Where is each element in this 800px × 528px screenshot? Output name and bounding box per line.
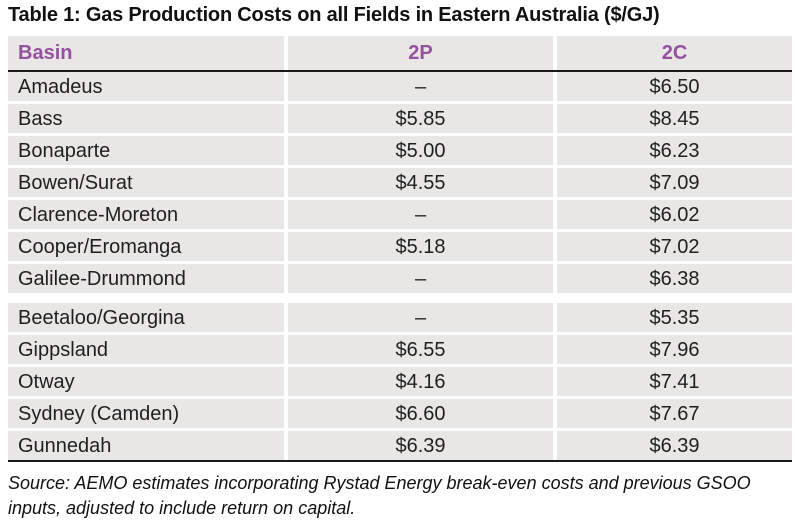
cell-2p: –	[288, 264, 553, 293]
cell-2p: $6.39	[288, 431, 553, 460]
cell-2c: $7.02	[557, 232, 792, 261]
cell-2c: $7.09	[557, 168, 792, 197]
cell-2c: $6.02	[557, 200, 792, 229]
cell-2c: $5.35	[557, 303, 792, 332]
table-row: Otway $4.16 $7.41	[8, 367, 792, 396]
cell-basin: Gippsland	[8, 335, 284, 364]
cell-2c: $6.39	[557, 431, 792, 460]
cell-basin: Bowen/Surat	[8, 168, 284, 197]
column-header-basin: Basin	[8, 36, 284, 70]
source-note-line-2: inputs, adjusted to include return on ca…	[8, 498, 356, 518]
cell-2c: $7.41	[557, 367, 792, 396]
cell-2c: $8.45	[557, 104, 792, 133]
table-row: Bowen/Surat $4.55 $7.09	[8, 168, 792, 197]
table-bottom-rule	[8, 460, 792, 462]
header-bottom-rule	[8, 70, 792, 72]
cell-basin: Bonaparte	[8, 136, 284, 165]
gas-production-costs-table: Basin 2P 2C Amadeus – $6.50 Bass $5.85 $8.45 B…	[8, 36, 792, 462]
table-row: Amadeus – $6.50	[8, 72, 792, 101]
source-note: Source: AEMO estimates incorporating Rys…	[8, 471, 792, 521]
cell-2p: $5.85	[288, 104, 553, 133]
cell-2p: $6.55	[288, 335, 553, 364]
table-body: Amadeus – $6.50 Bass $5.85 $8.45 Bonaparte $5.0…	[8, 72, 792, 460]
cell-basin: Sydney (Camden)	[8, 399, 284, 428]
table-row: Gunnedah $6.39 $6.39	[8, 431, 792, 460]
source-note-line-1: Source: AEMO estimates incorporating Rys…	[8, 473, 751, 493]
cell-2p: $4.16	[288, 367, 553, 396]
cell-basin: Beetaloo/Georgina	[8, 303, 284, 332]
cell-2c: $6.38	[557, 264, 792, 293]
cell-2p: $4.55	[288, 168, 553, 197]
cell-basin: Amadeus	[8, 72, 284, 101]
table-row: Gippsland $6.55 $7.96	[8, 335, 792, 364]
cell-2p: $6.60	[288, 399, 553, 428]
column-header-2c: 2C	[557, 36, 792, 70]
cell-2p: $5.18	[288, 232, 553, 261]
cell-2p: –	[288, 303, 553, 332]
table-title: Table 1: Gas Production Costs on all Fie…	[8, 4, 660, 26]
cell-basin: Bass	[8, 104, 284, 133]
cell-2c: $6.23	[557, 136, 792, 165]
table-header-row: Basin 2P 2C	[8, 36, 792, 70]
cell-2c: $6.50	[557, 72, 792, 101]
table-row: Beetaloo/Georgina – $5.35	[8, 303, 792, 332]
cell-2c: $7.96	[557, 335, 792, 364]
table-row: Galilee-Drummond – $6.38	[8, 264, 792, 293]
table-row: Sydney (Camden) $6.60 $7.67	[8, 399, 792, 428]
cell-basin: Otway	[8, 367, 284, 396]
cell-2p: –	[288, 72, 553, 101]
cell-basin: Clarence-Moreton	[8, 200, 284, 229]
table-row: Clarence-Moreton – $6.02	[8, 200, 792, 229]
table-row: Bonaparte $5.00 $6.23	[8, 136, 792, 165]
column-header-2p: 2P	[288, 36, 553, 70]
cell-2c: $7.67	[557, 399, 792, 428]
cell-basin: Cooper/Eromanga	[8, 232, 284, 261]
cell-basin: Gunnedah	[8, 431, 284, 460]
cell-2p: $5.00	[288, 136, 553, 165]
table-row: Cooper/Eromanga $5.18 $7.02	[8, 232, 792, 261]
table-row: Bass $5.85 $8.45	[8, 104, 792, 133]
cell-basin: Galilee-Drummond	[8, 264, 284, 293]
cell-2p: –	[288, 200, 553, 229]
